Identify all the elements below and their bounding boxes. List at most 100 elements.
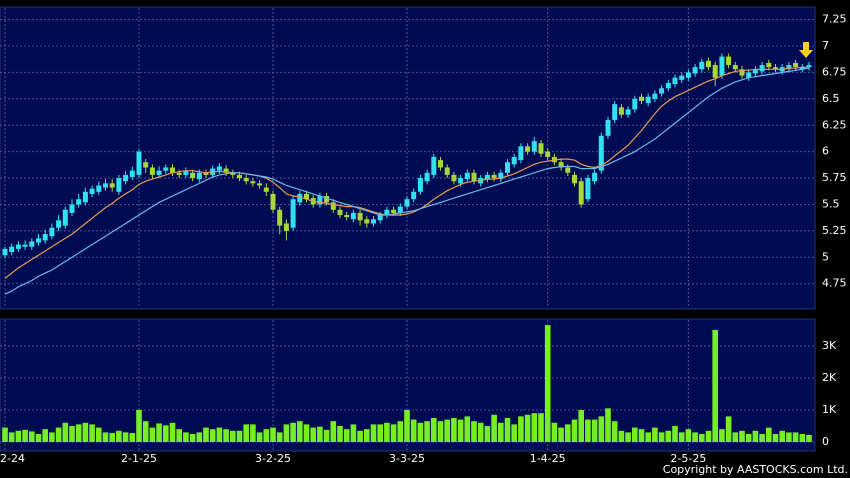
volume-bar (511, 424, 517, 442)
candle-body (558, 162, 564, 168)
y-tick-label: 7 (822, 39, 829, 52)
volume-bar (82, 422, 89, 442)
volume-bar (350, 424, 357, 442)
volume-bar (779, 430, 785, 442)
candle-body (364, 219, 370, 224)
volume-bar (29, 431, 35, 442)
volume-bar (806, 434, 812, 442)
volume-bar (437, 421, 444, 442)
volume-bar (498, 422, 504, 442)
volume-bar (658, 432, 665, 442)
candle-body (36, 238, 41, 243)
volume-bar (303, 424, 310, 442)
y-tick-label: 4.75 (822, 277, 847, 290)
x-tick-label: 3-2-25 (255, 452, 291, 465)
candle-body (156, 170, 162, 175)
volume-bar (263, 429, 270, 442)
candle-body (136, 151, 142, 175)
y-tick-label: 7.25 (822, 13, 847, 26)
volume-bar (96, 427, 102, 442)
volume-bar (752, 430, 759, 442)
candle-body (799, 67, 805, 70)
candle-body (451, 174, 457, 182)
volume-bar (598, 416, 605, 442)
candle-body (391, 209, 397, 213)
candle-body (424, 172, 430, 182)
candle-body (665, 83, 671, 89)
candle-body (42, 234, 48, 241)
volume-bar (136, 409, 142, 442)
volume-bar (35, 433, 42, 442)
volume-bar (531, 413, 538, 442)
candle-body (726, 56, 732, 66)
volume-bar (55, 427, 62, 442)
candle-body (297, 193, 303, 203)
candle-body (69, 204, 75, 213)
y-tick-label: 6.5 (822, 92, 840, 105)
candle-body (585, 178, 591, 200)
candle-body (371, 219, 376, 224)
x-tick-label: 1-4-25 (530, 452, 566, 465)
volume-bar (364, 429, 370, 442)
volume-bar (377, 424, 383, 442)
volume-bar (8, 432, 15, 442)
candle-body (89, 188, 95, 194)
candle-body (578, 181, 584, 205)
volume-bar (163, 425, 169, 442)
candle-body (739, 69, 745, 76)
volume-bar (290, 422, 296, 442)
candle-body (109, 183, 115, 188)
volume-bar (692, 432, 698, 442)
candle-body (538, 143, 544, 154)
candle-body (350, 212, 356, 220)
volume-bar (310, 427, 316, 442)
candle-body (2, 248, 8, 256)
volume-bar (605, 408, 611, 442)
candle-body (223, 168, 229, 173)
candle-body (290, 199, 296, 228)
volume-bar (122, 432, 129, 442)
candle-body (377, 215, 383, 221)
candle-body (531, 141, 537, 152)
y-tick-label: 6.75 (822, 65, 847, 78)
volume-bar (323, 429, 330, 442)
volume-bar (585, 419, 591, 442)
volume-bar (571, 419, 578, 442)
volume-bar (69, 425, 75, 442)
candle-body (237, 174, 242, 179)
candle-body (357, 212, 363, 221)
volume-bar (678, 432, 685, 442)
volume-bar (169, 422, 176, 442)
volume-bar (732, 432, 739, 442)
volume-bar (397, 421, 404, 442)
candle-body (464, 172, 470, 180)
candle-body (471, 172, 477, 182)
candle-body (263, 187, 269, 192)
volume-bar (739, 430, 745, 442)
candle-body (304, 193, 309, 200)
candle-body (565, 167, 571, 173)
volume-bar (109, 433, 115, 442)
volume-bar (524, 414, 531, 442)
volume-bar (370, 424, 377, 442)
volume-bar (491, 414, 497, 442)
volume-bar (424, 421, 430, 442)
candle-body (176, 172, 182, 175)
candle-body (491, 174, 497, 179)
candle-body (484, 174, 490, 180)
candle-body (216, 166, 222, 171)
volume-bar (786, 432, 792, 442)
volume-bar (565, 424, 571, 442)
volume-bar (544, 325, 551, 442)
candle-body (230, 172, 236, 175)
candle-body (257, 183, 263, 186)
volume-bar (685, 429, 692, 442)
volume-bar (652, 427, 658, 442)
candle-body (431, 156, 437, 175)
volume-bar (618, 430, 625, 442)
candle-body (397, 206, 403, 213)
volume-bar (699, 433, 705, 442)
volume-bar (390, 424, 397, 442)
candle-body (190, 172, 196, 179)
volume-bar (725, 416, 732, 442)
